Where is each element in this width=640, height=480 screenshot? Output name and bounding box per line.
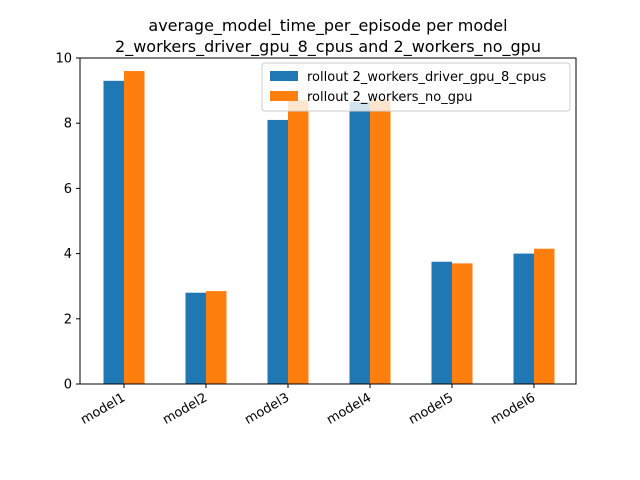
bar-series-2-model5 bbox=[452, 263, 473, 384]
bar-series-2-model6 bbox=[534, 248, 555, 384]
bar-series-1-model2 bbox=[185, 292, 206, 384]
bar-series-2-model2 bbox=[206, 291, 227, 384]
legend-swatch-series-1 bbox=[270, 71, 298, 81]
chart-legend: rollout 2_workers_driver_gpu_8_cpusrollo… bbox=[261, 62, 571, 112]
legend-label-series-1: rollout 2_workers_driver_gpu_8_cpus bbox=[307, 70, 546, 85]
x-tick-label-model4: model4 bbox=[324, 390, 374, 427]
chart-title-line-2: 2_workers_driver_gpu_8_cpus and 2_worker… bbox=[115, 37, 541, 57]
bar-series-2-model1 bbox=[124, 71, 145, 384]
y-tick-label-8: 8 bbox=[64, 117, 72, 132]
x-tick-label-model6: model6 bbox=[488, 390, 538, 427]
bar-series-1-model3 bbox=[267, 119, 288, 384]
bar-series-1-model1 bbox=[103, 80, 124, 384]
x-tick-label-model2: model2 bbox=[160, 390, 210, 427]
legend-box bbox=[261, 62, 571, 112]
x-tick-label-model5: model5 bbox=[406, 390, 456, 427]
legend-label-series-2: rollout 2_workers_no_gpu bbox=[307, 90, 472, 105]
y-tick-label-0: 0 bbox=[64, 378, 72, 393]
y-tick-label-6: 6 bbox=[64, 182, 72, 197]
y-tick-label-4: 4 bbox=[64, 247, 72, 262]
chart-title-line-1: average_model_time_per_episode per model bbox=[148, 16, 507, 36]
bar-series-2-model3 bbox=[288, 100, 309, 384]
bar-series-1-model4 bbox=[349, 102, 370, 384]
bar-series-2-model4 bbox=[370, 100, 391, 384]
y-tick-label-10: 10 bbox=[55, 52, 72, 67]
legend-swatch-series-2 bbox=[270, 91, 298, 101]
x-tick-label-model3: model3 bbox=[242, 390, 292, 427]
axes-frame bbox=[79, 57, 577, 385]
y-tick-label-2: 2 bbox=[64, 312, 72, 327]
plot-area: 0 2 4 6 8 10 model1 model2 model3 model4 model5 mod… bbox=[55, 52, 577, 428]
x-tick-label-model1: model1 bbox=[78, 390, 128, 427]
bar-series-1-model6 bbox=[513, 253, 534, 384]
bar-series-1-model5 bbox=[431, 261, 452, 384]
